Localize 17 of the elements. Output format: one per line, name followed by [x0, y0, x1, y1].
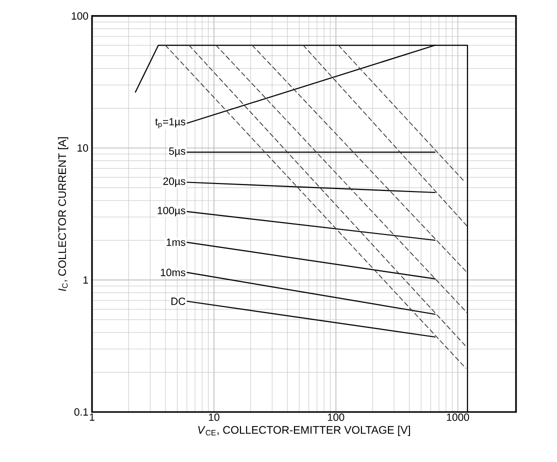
y-tick-label: 10 [78, 144, 88, 152]
series-label: 5µs [169, 147, 186, 157]
y-axis-title: I$_{C}$, COLLECTOR CURRENT [A] [58, 137, 68, 292]
y-tick-label: 0.1 [74, 408, 88, 416]
y-tick-label: 100 [72, 12, 88, 20]
x-tick-label: 1000 [446, 414, 470, 421]
series-label: 20µs [163, 178, 186, 187]
x-tick-label: 10 [208, 414, 220, 421]
series-label: 100µs [158, 206, 186, 216]
series-label: t$_{p}$=1µs [155, 118, 186, 128]
series-label: DC [171, 298, 186, 305]
y-tick-label: 1 [83, 276, 88, 284]
x-tick-label: 100 [328, 414, 344, 421]
series-label: 1ms [166, 238, 186, 246]
x-tick-label: 1 [90, 414, 94, 421]
series-label: 10ms [160, 268, 186, 276]
x-axis-title: V$_{CE}$, COLLECTOR-EMITTER VOLTAGE [V] [198, 426, 410, 436]
